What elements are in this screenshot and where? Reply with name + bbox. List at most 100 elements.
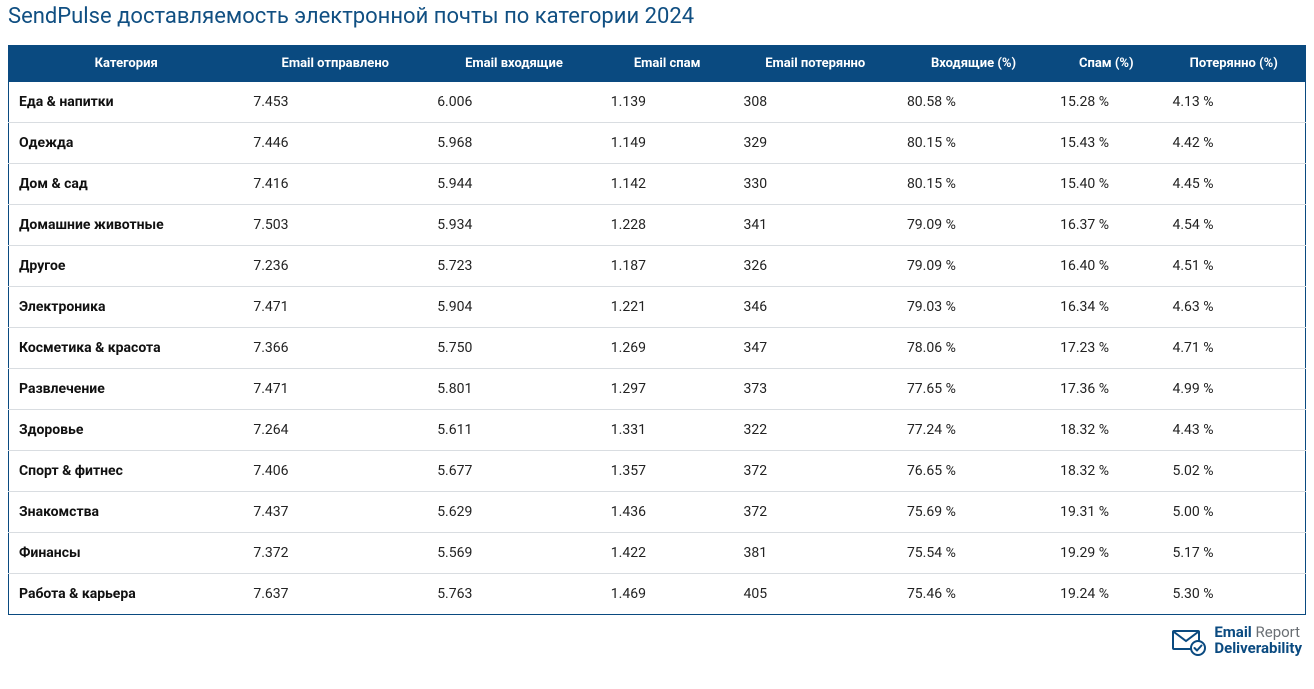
cell-value: 7.416 <box>243 164 427 205</box>
cell-value: 4.51 % <box>1162 246 1305 287</box>
cell-value: 326 <box>734 246 897 287</box>
cell-value: 7.406 <box>243 451 427 492</box>
cell-value: 1.436 <box>601 492 734 533</box>
cell-value: 16.34 % <box>1050 287 1162 328</box>
cell-value: 5.763 <box>427 574 601 615</box>
cell-value: 1.187 <box>601 246 734 287</box>
cell-value: 80.15 % <box>897 123 1050 164</box>
table-row: Другое7.2365.7231.18732679.09 %16.40 %4.… <box>9 246 1306 287</box>
table-row: Здоровье7.2645.6111.33132277.24 %18.32 %… <box>9 410 1306 451</box>
cell-value: 1.228 <box>601 205 734 246</box>
cell-category: Домашние животные <box>9 205 244 246</box>
cell-value: 80.58 % <box>897 82 1050 123</box>
table-row: Работа & карьера7.6375.7631.46940575.46 … <box>9 574 1306 615</box>
col-inbox: Email входящие <box>427 46 601 82</box>
table-row: Еда & напитки7.4536.0061.13930880.58 %15… <box>9 82 1306 123</box>
cell-value: 1.269 <box>601 328 734 369</box>
cell-value: 1.149 <box>601 123 734 164</box>
cell-value: 341 <box>734 205 897 246</box>
cell-value: 346 <box>734 287 897 328</box>
cell-value: 7.637 <box>243 574 427 615</box>
cell-value: 79.09 % <box>897 205 1050 246</box>
table-row: Финансы7.3725.5691.42238175.54 %19.29 %5… <box>9 533 1306 574</box>
cell-category: Развлечение <box>9 369 244 410</box>
cell-value: 1.139 <box>601 82 734 123</box>
cell-value: 5.904 <box>427 287 601 328</box>
table-row: Электроника7.4715.9041.22134679.03 %16.3… <box>9 287 1306 328</box>
cell-value: 4.43 % <box>1162 410 1305 451</box>
cell-category: Еда & напитки <box>9 82 244 123</box>
cell-value: 7.453 <box>243 82 427 123</box>
cell-value: 5.02 % <box>1162 451 1305 492</box>
col-spam: Email спам <box>601 46 734 82</box>
table-row: Дом & сад7.4165.9441.14233080.15 %15.40 … <box>9 164 1306 205</box>
cell-value: 373 <box>734 369 897 410</box>
cell-value: 1.357 <box>601 451 734 492</box>
cell-value: 18.32 % <box>1050 451 1162 492</box>
cell-value: 15.28 % <box>1050 82 1162 123</box>
cell-value: 75.69 % <box>897 492 1050 533</box>
cell-value: 5.569 <box>427 533 601 574</box>
cell-value: 15.40 % <box>1050 164 1162 205</box>
cell-value: 5.00 % <box>1162 492 1305 533</box>
deliverability-table: Категория Email отправлено Email входящи… <box>8 45 1306 615</box>
col-sent: Email отправлено <box>243 46 427 82</box>
cell-value: 15.43 % <box>1050 123 1162 164</box>
cell-value: 5.611 <box>427 410 601 451</box>
cell-value: 5.17 % <box>1162 533 1305 574</box>
footer-brand: Email Report Deliverability <box>8 625 1306 657</box>
cell-value: 1.221 <box>601 287 734 328</box>
cell-value: 381 <box>734 533 897 574</box>
cell-value: 5.629 <box>427 492 601 533</box>
cell-value: 16.37 % <box>1050 205 1162 246</box>
cell-value: 5.677 <box>427 451 601 492</box>
cell-value: 7.437 <box>243 492 427 533</box>
cell-value: 77.65 % <box>897 369 1050 410</box>
cell-value: 7.366 <box>243 328 427 369</box>
cell-value: 4.54 % <box>1162 205 1305 246</box>
cell-category: Финансы <box>9 533 244 574</box>
cell-value: 1.469 <box>601 574 734 615</box>
cell-value: 1.422 <box>601 533 734 574</box>
cell-value: 308 <box>734 82 897 123</box>
cell-value: 6.006 <box>427 82 601 123</box>
cell-value: 78.06 % <box>897 328 1050 369</box>
cell-value: 347 <box>734 328 897 369</box>
cell-value: 7.471 <box>243 369 427 410</box>
cell-value: 5.801 <box>427 369 601 410</box>
cell-value: 76.65 % <box>897 451 1050 492</box>
cell-value: 329 <box>734 123 897 164</box>
envelope-check-icon <box>1172 626 1206 656</box>
cell-value: 79.09 % <box>897 246 1050 287</box>
cell-value: 1.297 <box>601 369 734 410</box>
cell-category: Другое <box>9 246 244 287</box>
table-row: Спорт & фитнес7.4065.6771.35737276.65 %1… <box>9 451 1306 492</box>
cell-value: 75.54 % <box>897 533 1050 574</box>
cell-value: 19.29 % <box>1050 533 1162 574</box>
cell-value: 7.446 <box>243 123 427 164</box>
cell-value: 18.32 % <box>1050 410 1162 451</box>
cell-value: 7.236 <box>243 246 427 287</box>
cell-category: Здоровье <box>9 410 244 451</box>
cell-value: 4.63 % <box>1162 287 1305 328</box>
cell-category: Работа & карьера <box>9 574 244 615</box>
table-row: Домашние животные7.5035.9341.22834179.09… <box>9 205 1306 246</box>
page-title: SendPulse доставляемость электронной поч… <box>8 4 1306 29</box>
cell-value: 1.331 <box>601 410 734 451</box>
table-header-row: Категория Email отправлено Email входящи… <box>9 46 1306 82</box>
col-lost-pct: Потерянно (%) <box>1162 46 1305 82</box>
cell-value: 5.750 <box>427 328 601 369</box>
col-lost: Email потерянно <box>734 46 897 82</box>
footer-text: Email Report Deliverability <box>1214 625 1302 657</box>
table-row: Развлечение7.4715.8011.29737377.65 %17.3… <box>9 369 1306 410</box>
cell-value: 5.934 <box>427 205 601 246</box>
cell-value: 5.30 % <box>1162 574 1305 615</box>
cell-value: 5.723 <box>427 246 601 287</box>
cell-value: 17.23 % <box>1050 328 1162 369</box>
table-row: Знакомства7.4375.6291.43637275.69 %19.31… <box>9 492 1306 533</box>
cell-value: 7.503 <box>243 205 427 246</box>
cell-value: 4.71 % <box>1162 328 1305 369</box>
cell-category: Дом & сад <box>9 164 244 205</box>
cell-value: 17.36 % <box>1050 369 1162 410</box>
cell-category: Спорт & фитнес <box>9 451 244 492</box>
